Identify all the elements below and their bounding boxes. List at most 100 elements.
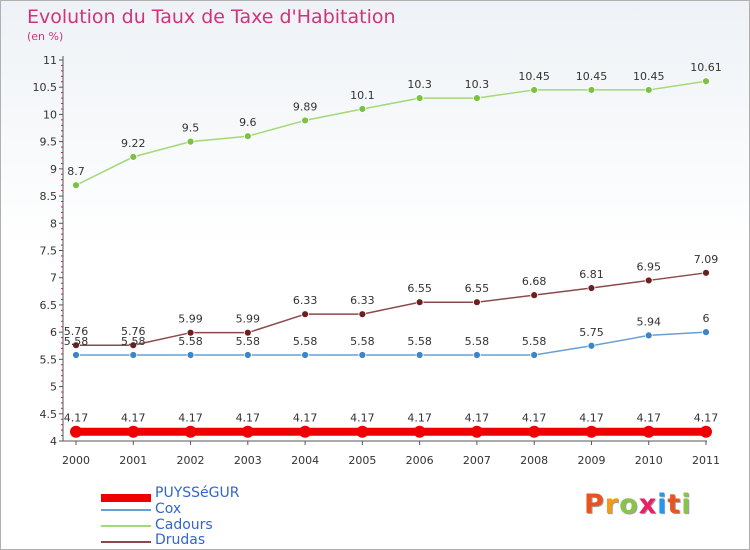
data-point-cox [301,351,309,359]
legend-label-puyssegur: PUYSSéGUR [155,485,240,501]
data-label-puyssgur: 4.17 [465,412,490,425]
y-tick-label: 9.5 [40,136,58,149]
legend-swatch-puyssegur [101,494,151,502]
legend-swatch-cox [101,509,151,511]
x-tick-label: 2003 [234,454,262,467]
data-point-puyssgur [700,425,712,438]
data-point-cadours [358,105,367,113]
data-point-puyssgur [184,425,197,438]
y-tick-label: 10.5 [33,81,58,94]
data-label-cox: 5.94 [636,315,661,328]
data-point-cadours [186,137,195,146]
x-tick-label: 2001 [119,454,147,467]
y-tick-label: 7 [50,272,57,285]
data-label-cadours: 9.22 [121,137,146,150]
x-tick-label: 2005 [348,454,376,467]
data-point-drudas [186,328,195,337]
logo-letter: i [681,489,692,520]
x-tick-label: 2010 [635,454,663,467]
data-label-drudas: 7.09 [694,253,719,266]
data-label-cadours: 10.45 [633,70,665,83]
legend-label-cadours: Cadours [155,517,213,533]
data-point-cox [415,351,424,359]
y-tick-label: 4 [50,435,57,448]
data-label-cadours: 10.61 [690,61,722,74]
data-point-cox [72,351,80,359]
data-label-cox: 5.58 [522,335,547,348]
data-point-drudas [129,341,138,350]
data-point-drudas [243,328,252,337]
chart-title: Evolution du Taux de Taxe d'Habitation [27,6,396,28]
data-label-puyssgur: 4.17 [522,412,547,425]
data-label-cadours: 10.3 [465,78,490,91]
data-point-puyssgur [413,425,426,438]
series-line-cadours [75,80,707,186]
data-point-cox [129,351,138,359]
data-point-cox [644,331,653,340]
x-tick-label: 2006 [406,454,434,467]
data-point-puyssgur [528,425,541,438]
data-point-drudas [702,268,710,277]
data-label-cadours: 10.45 [576,70,608,83]
data-label-cadours: 10.1 [350,89,375,102]
data-label-drudas: 6.55 [407,282,432,295]
data-label-puyssgur: 4.17 [694,412,719,425]
logo-letter: o [619,489,639,520]
data-label-puyssgur: 4.17 [121,412,146,425]
data-label-cadours: 9.5 [182,122,200,135]
data-label-cox: 5.58 [178,335,203,348]
y-tick-label: 11 [43,54,57,67]
data-point-puyssgur [585,425,598,438]
data-point-drudas [301,310,309,319]
data-point-cadours [644,86,653,94]
data-point-cox [702,328,710,337]
data-label-cox: 5.58 [465,335,490,348]
data-point-drudas [644,276,653,285]
data-label-puyssgur: 4.17 [350,412,375,425]
data-label-puyssgur: 4.17 [636,412,661,425]
logo-letter: P [584,489,605,520]
logo-letter: i [657,489,668,520]
data-label-cox: 6 [703,312,710,325]
legend-swatch-cadours [101,525,151,527]
data-label-puyssgur: 4.17 [64,412,89,425]
data-label-drudas: 5.76 [121,325,146,338]
data-label-puyssgur: 4.17 [407,412,432,425]
y-tick-label: 5.5 [40,353,58,366]
data-label-cox: 5.75 [579,326,604,339]
chart-subtitle: (en %) [27,30,64,43]
data-point-cox [473,351,481,359]
data-label-drudas: 5.76 [64,325,89,338]
series-line-drudas [76,272,707,346]
data-label-drudas: 6.68 [522,275,547,288]
x-tick-label: 2008 [520,454,548,467]
data-point-puyssgur [127,425,140,438]
proxiti-logo: Proxiti [584,489,692,520]
data-point-drudas [587,284,596,292]
data-point-puyssgur [470,425,483,438]
data-point-cadours [415,94,424,102]
data-point-puyssgur [642,425,655,438]
data-label-drudas: 6.55 [465,282,490,295]
data-point-puyssgur [356,425,369,438]
data-label-puyssgur: 4.17 [293,412,318,425]
x-tick-label: 2004 [291,454,319,467]
data-point-cadours [587,86,596,94]
data-label-puyssgur: 4.17 [236,412,261,425]
logo-letter: r [604,489,620,520]
data-label-cox: 5.58 [64,335,89,348]
data-label-drudas: 5.99 [178,313,203,326]
data-point-cox [358,351,367,359]
x-tick-label: 2002 [177,454,205,467]
data-point-cox [587,341,596,350]
data-point-cadours [243,132,252,141]
data-point-cox [530,351,539,359]
y-tick-label: 6 [50,326,57,339]
logo-letter: t [667,489,682,520]
data-label-puyssgur: 4.17 [178,412,203,425]
data-label-drudas: 6.95 [636,260,661,273]
legend-label-cox: Cox [155,501,182,517]
legend-label-drudas: Drudas [155,532,206,548]
data-label-drudas: 6.81 [579,268,604,281]
